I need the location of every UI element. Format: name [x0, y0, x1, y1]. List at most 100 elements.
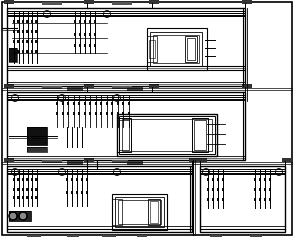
- Bar: [207, 188, 209, 191]
- Bar: [112, 194, 167, 230]
- Bar: [22, 50, 24, 53]
- Bar: [35, 20, 38, 23]
- Bar: [149, 84, 159, 88]
- Bar: [122, 112, 124, 114]
- Bar: [86, 178, 88, 181]
- Bar: [282, 158, 292, 162]
- Bar: [149, 0, 159, 4]
- Bar: [100, 112, 102, 114]
- Bar: [122, 119, 212, 151]
- Bar: [259, 178, 261, 181]
- Bar: [112, 160, 128, 163]
- Bar: [22, 178, 24, 181]
- Bar: [222, 178, 224, 181]
- Bar: [102, 235, 116, 237]
- Circle shape: [19, 212, 27, 220]
- Bar: [17, 20, 20, 23]
- Bar: [17, 30, 20, 33]
- Bar: [150, 201, 158, 223]
- Bar: [26, 178, 29, 181]
- Bar: [89, 112, 91, 114]
- Bar: [185, 36, 197, 62]
- Bar: [27, 147, 47, 152]
- Bar: [194, 120, 206, 150]
- Bar: [13, 20, 15, 23]
- Bar: [71, 178, 73, 181]
- Bar: [4, 0, 14, 4]
- Bar: [189, 158, 199, 162]
- Bar: [89, 44, 91, 47]
- Bar: [79, 33, 81, 36]
- Bar: [26, 40, 29, 43]
- Bar: [4, 84, 14, 88]
- Bar: [259, 188, 261, 191]
- Bar: [35, 50, 38, 53]
- Bar: [7, 92, 245, 160]
- Bar: [17, 196, 20, 199]
- Bar: [254, 188, 256, 191]
- Bar: [31, 188, 33, 191]
- Bar: [119, 116, 215, 154]
- Bar: [264, 198, 266, 201]
- Bar: [94, 102, 96, 105]
- Bar: [128, 112, 129, 114]
- Bar: [17, 50, 20, 53]
- Bar: [106, 112, 108, 114]
- Bar: [118, 200, 161, 224]
- Bar: [212, 198, 214, 201]
- Bar: [100, 102, 102, 105]
- Bar: [22, 188, 24, 191]
- Bar: [67, 112, 69, 114]
- Bar: [42, 160, 62, 163]
- Bar: [117, 118, 131, 152]
- Bar: [187, 38, 195, 60]
- Bar: [31, 30, 33, 33]
- Bar: [13, 188, 15, 191]
- Bar: [112, 2, 132, 5]
- Bar: [27, 127, 47, 145]
- Bar: [73, 112, 74, 114]
- Bar: [81, 191, 83, 193]
- Bar: [66, 191, 68, 193]
- Bar: [217, 198, 219, 201]
- Bar: [84, 0, 94, 4]
- Bar: [212, 188, 214, 191]
- Bar: [56, 102, 58, 105]
- Bar: [67, 87, 83, 91]
- Bar: [89, 102, 91, 105]
- Bar: [84, 33, 86, 36]
- Bar: [56, 112, 58, 114]
- Bar: [35, 40, 38, 43]
- Bar: [150, 32, 202, 66]
- Bar: [250, 235, 262, 237]
- Bar: [153, 35, 199, 63]
- Bar: [17, 178, 20, 181]
- Bar: [210, 235, 222, 237]
- Bar: [217, 188, 219, 191]
- Bar: [84, 20, 86, 23]
- Bar: [42, 86, 62, 89]
- Bar: [222, 188, 224, 191]
- Bar: [66, 178, 68, 181]
- Bar: [22, 40, 24, 43]
- Bar: [116, 112, 118, 114]
- Bar: [149, 40, 155, 58]
- Bar: [269, 188, 271, 191]
- Bar: [207, 198, 209, 201]
- Bar: [217, 178, 219, 181]
- Bar: [269, 178, 271, 181]
- Bar: [83, 112, 86, 114]
- Bar: [71, 191, 73, 193]
- Bar: [137, 235, 147, 237]
- Bar: [111, 102, 113, 105]
- Bar: [127, 161, 143, 165]
- Bar: [61, 112, 64, 114]
- Bar: [147, 28, 207, 70]
- Bar: [31, 20, 33, 23]
- Bar: [67, 102, 69, 105]
- Bar: [79, 20, 81, 23]
- Bar: [127, 87, 143, 91]
- Bar: [254, 178, 256, 181]
- Bar: [26, 50, 29, 53]
- Bar: [9, 48, 17, 62]
